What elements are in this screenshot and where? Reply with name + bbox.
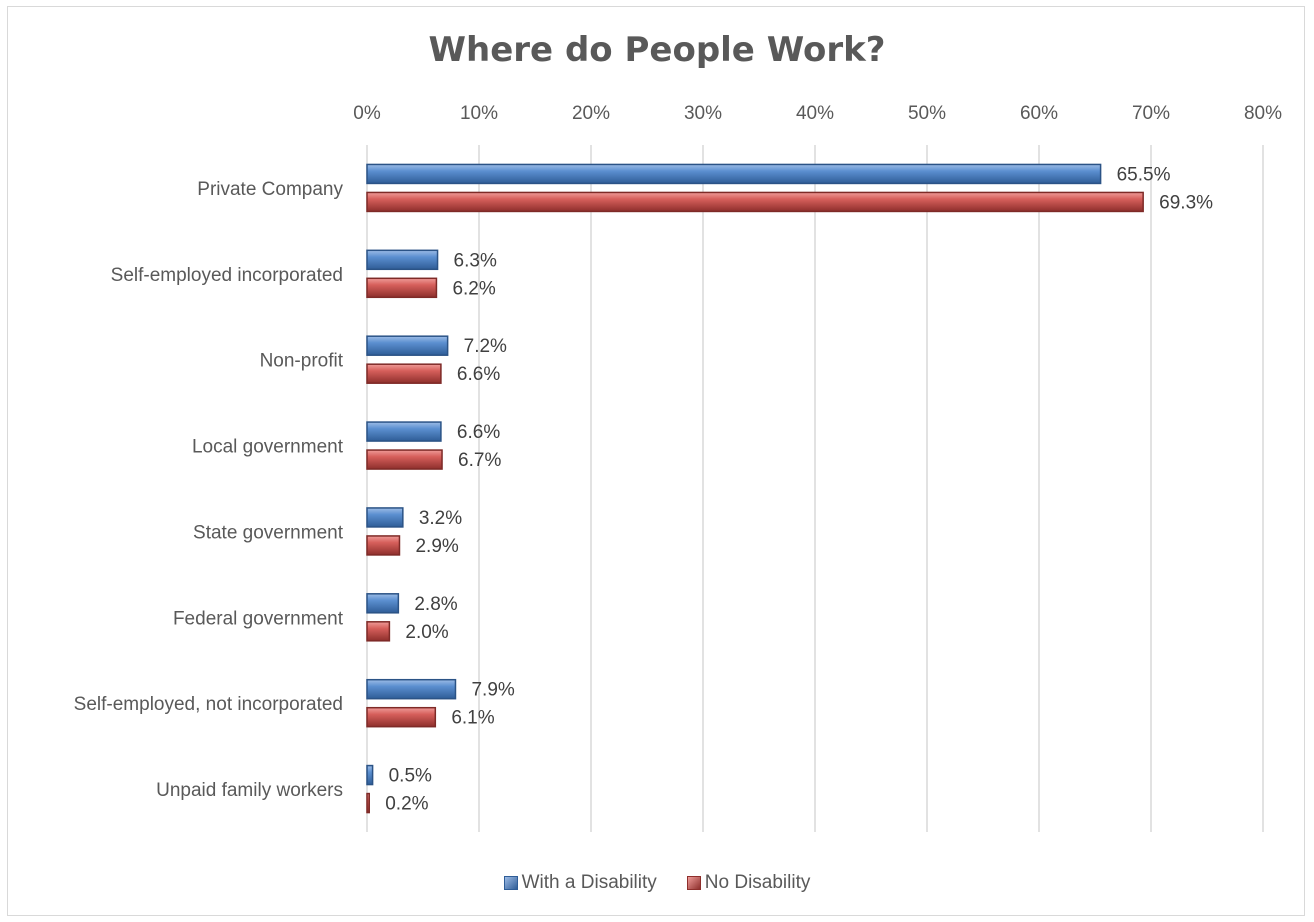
data-label: 2.9% bbox=[415, 536, 458, 557]
data-label: 7.2% bbox=[464, 336, 507, 357]
x-tick-label: 40% bbox=[796, 103, 834, 124]
category-label: Unpaid family workers bbox=[156, 780, 343, 801]
data-label: 2.0% bbox=[405, 622, 448, 643]
legend: With a Disability No Disability bbox=[0, 872, 1314, 894]
category-label: Self-employed incorporated bbox=[111, 265, 343, 286]
bar bbox=[366, 593, 400, 614]
data-label: 6.3% bbox=[454, 250, 497, 271]
data-label: 65.5% bbox=[1117, 164, 1171, 185]
gridlines bbox=[366, 145, 1264, 832]
category-label: State government bbox=[193, 522, 344, 543]
x-axis-ticks: 0% 10% 20% 30% 40% 50% 60% 70% 80% bbox=[353, 103, 1282, 124]
category-labels: Private Company Self-employed incorporate… bbox=[74, 179, 344, 801]
bars bbox=[366, 163, 1144, 814]
x-tick-label: 10% bbox=[460, 103, 498, 124]
data-label: 6.2% bbox=[452, 278, 495, 299]
x-tick-label: 60% bbox=[1020, 103, 1058, 124]
bar bbox=[366, 449, 443, 470]
category-label: Private Company bbox=[197, 179, 343, 200]
legend-item-no-disability: No Disability bbox=[686, 872, 811, 894]
x-tick-label: 80% bbox=[1244, 103, 1282, 124]
bar bbox=[366, 277, 438, 299]
category-label: Non-profit bbox=[260, 351, 344, 372]
bar bbox=[366, 421, 442, 442]
bar bbox=[366, 163, 1102, 185]
category-label: Self-employed, not incorporated bbox=[74, 694, 343, 715]
x-tick-label: 50% bbox=[908, 103, 946, 124]
data-label: 2.8% bbox=[414, 594, 457, 615]
data-label: 6.6% bbox=[457, 364, 500, 385]
bar bbox=[366, 335, 449, 356]
data-label: 69.3% bbox=[1159, 192, 1213, 213]
data-label: 6.6% bbox=[457, 422, 500, 443]
data-label: 0.2% bbox=[385, 794, 428, 815]
legend-label: With a Disability bbox=[521, 872, 657, 893]
bar bbox=[366, 706, 437, 728]
data-labels: 65.5% 69.3% 6.3% 6.2% 7.2% 6.6% 6.6% 6.7% 3.2% 2.… bbox=[385, 164, 1213, 814]
data-label: 6.1% bbox=[451, 708, 494, 729]
x-tick-label: 70% bbox=[1132, 103, 1170, 124]
bar bbox=[366, 249, 439, 271]
bar bbox=[366, 678, 457, 700]
x-tick-label: 30% bbox=[684, 103, 722, 124]
bar bbox=[366, 535, 401, 556]
category-label: Federal government bbox=[173, 608, 344, 629]
legend-swatch-red-icon bbox=[686, 876, 701, 890]
data-label: 0.5% bbox=[389, 766, 432, 787]
x-tick-label: 0% bbox=[353, 103, 381, 124]
bar bbox=[366, 507, 404, 528]
data-label: 6.7% bbox=[458, 450, 501, 471]
bar bbox=[366, 621, 391, 642]
chart-title: Where do People Work? bbox=[428, 30, 886, 70]
chart-frame bbox=[7, 6, 1305, 916]
legend-item-with-disability: With a Disability bbox=[503, 872, 657, 894]
category-label: Local government bbox=[192, 437, 344, 458]
x-tick-label: 20% bbox=[572, 103, 610, 124]
bar bbox=[366, 792, 370, 814]
legend-swatch-blue-icon bbox=[503, 876, 518, 890]
data-label: 7.9% bbox=[471, 680, 514, 701]
bar bbox=[366, 191, 1144, 213]
bar bbox=[366, 764, 374, 786]
data-label: 3.2% bbox=[419, 508, 462, 529]
bar bbox=[366, 363, 442, 384]
legend-label: No Disability bbox=[704, 872, 811, 893]
